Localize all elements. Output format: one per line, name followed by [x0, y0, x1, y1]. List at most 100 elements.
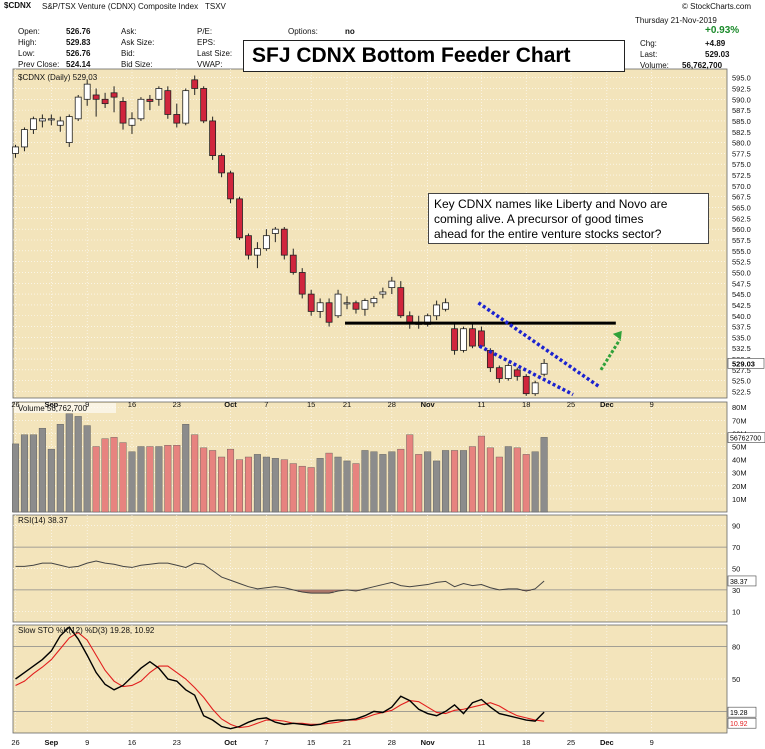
candle-body: [388, 280, 396, 289]
price-tick-label: 587.5: [732, 106, 751, 115]
volume-bar: [173, 445, 181, 513]
volume-tick-label: 70M: [732, 416, 747, 425]
volume-bar: [316, 458, 324, 513]
low-label: Low:: [18, 49, 35, 58]
breakout-arrow-shaft: [599, 338, 622, 371]
volume-bar: [11, 443, 19, 513]
candle-body: [119, 101, 127, 124]
price-tick-label: 592.5: [732, 84, 751, 93]
volume-bar: [74, 416, 82, 513]
candle-body: [128, 118, 136, 126]
stoch-panel-label: Slow STO %K(12) %D(3) 19.28, 10.92: [18, 626, 155, 635]
volume-bar: [110, 437, 118, 513]
candle-body: [531, 382, 539, 395]
price-tick-label: 542.5: [732, 301, 751, 310]
volume-bar: [415, 454, 423, 513]
stoch-k-last-label: 19.28: [730, 710, 748, 717]
volume-tick-label: 80M: [732, 403, 747, 412]
candle-body: [298, 272, 306, 295]
volume-bar: [191, 434, 199, 513]
x-axis-label-mid: Sep: [44, 400, 58, 409]
candle-body: [110, 92, 118, 98]
volume-bar: [388, 451, 396, 513]
rsi-tick-label: 50: [732, 565, 740, 574]
x-axis-label-bottom: 11: [478, 738, 486, 747]
volume-field-value: 56,762,700: [682, 61, 723, 70]
stoch-k-tag: [727, 706, 757, 718]
volume-bar: [477, 435, 485, 513]
x-axis-label-bottom: 28: [388, 738, 396, 747]
x-axis-label-bottom: 21: [343, 738, 351, 747]
candle-body: [245, 235, 252, 256]
change-percent: +0.93%: [705, 25, 740, 36]
price-tick-label: 527.5: [732, 366, 751, 375]
x-axis-label-mid: 28: [388, 400, 396, 409]
last-volume-label: 56762700: [730, 436, 761, 443]
chg-label: Chg:: [640, 39, 657, 48]
last-volume-tag: [727, 432, 765, 443]
price-tick-label: 545.0: [732, 290, 751, 299]
open-value: 526.76: [66, 27, 91, 36]
volume-bar: [47, 448, 55, 513]
candle-body: [334, 293, 342, 317]
volume-tick-label: 10M: [732, 495, 747, 504]
candle-body: [74, 96, 82, 120]
x-axis-label-bottom: 9: [650, 738, 654, 747]
open-label: Open:: [18, 27, 40, 36]
last-price-label: 529.03: [732, 359, 755, 368]
price-tick-label: 595.0: [732, 74, 751, 83]
volume-bar: [522, 454, 530, 513]
price-tick-label: 562.5: [732, 214, 751, 223]
rsi-tick-label: 90: [732, 522, 740, 531]
last-label: Last:: [640, 50, 658, 59]
volume-bar: [235, 459, 243, 513]
volume-bar: [486, 447, 494, 513]
volume-bar: [433, 460, 441, 513]
candle-body: [397, 287, 405, 317]
volume-bar: [531, 451, 539, 513]
candle-body: [370, 298, 378, 304]
rsi-last-tag: [727, 575, 757, 587]
x-axis-label-mid: Dec: [600, 400, 614, 409]
x-axis-label-mid: 9: [85, 400, 89, 409]
volume-bar: [352, 463, 360, 513]
x-axis-label-bottom: Oct: [224, 738, 237, 747]
rsi-tick-label: 10: [732, 607, 740, 616]
candle-body: [254, 248, 261, 256]
stoch-d-line: [15, 631, 545, 729]
candle-body: [280, 228, 288, 256]
options-value: no: [345, 27, 355, 36]
x-axis-label-mid: 7: [264, 400, 268, 409]
candle-body: [56, 120, 64, 126]
x-axis-label-bottom: 9: [85, 738, 89, 747]
volume-bar: [513, 447, 521, 513]
ask-label: Ask:: [121, 27, 137, 36]
candle-body: [191, 79, 199, 89]
volume-tick-label: 40M: [732, 456, 747, 465]
x-axis-label-bottom: 7: [264, 738, 268, 747]
x-axis-label-bottom: 25: [567, 738, 575, 747]
pe-label: P/E:: [197, 27, 213, 36]
candle-body: [352, 302, 360, 310]
x-axis-label-mid: Nov: [421, 400, 436, 409]
volume-bar: [83, 425, 91, 513]
stoch-d-last-label: 10.92: [730, 721, 748, 728]
price-tick-label: 550.0: [732, 268, 751, 277]
price-tick-label: 522.5: [732, 388, 751, 397]
volume-bar: [495, 456, 503, 513]
volume-bar: [227, 448, 235, 513]
symbol: $CDNX: [4, 1, 32, 10]
ask-size-label: Ask Size:: [121, 38, 155, 47]
last-value: 529.03: [705, 50, 730, 59]
volume-bar: [119, 442, 127, 513]
candle-body: [307, 293, 315, 312]
price-tick-label: 560.0: [732, 225, 751, 234]
price-tick-label: 570.0: [732, 182, 751, 191]
candle-body: [83, 83, 91, 100]
candle-body: [504, 365, 512, 379]
volume-bar: [209, 450, 217, 513]
price-tick-label: 567.5: [732, 193, 751, 202]
volume-bar: [289, 463, 297, 513]
last-price-tag: [727, 358, 765, 369]
candle-body: [209, 120, 217, 156]
